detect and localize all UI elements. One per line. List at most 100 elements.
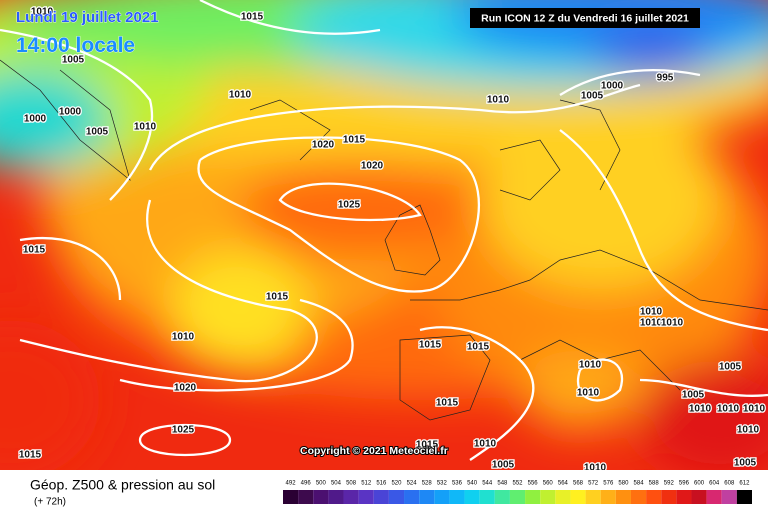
valid-date: Lundi 19 juillet 2021: [16, 9, 159, 26]
scale-label: 564: [558, 481, 569, 487]
scale-label: 588: [649, 481, 660, 487]
isobar-label: 1010: [737, 425, 760, 436]
scale-label: 580: [618, 481, 629, 487]
isobar-label: 1005: [62, 55, 85, 66]
scale-swatch: [373, 490, 389, 504]
isobar-label: 1015: [266, 292, 289, 303]
isobar-label: 1010: [717, 404, 740, 415]
scale-swatch: [388, 490, 405, 504]
scale-swatch: [615, 490, 631, 504]
scale-label: 548: [497, 481, 508, 487]
scale-label: 500: [316, 481, 327, 487]
isobars: [0, 0, 768, 461]
isobar-label: 1005: [734, 458, 757, 469]
copyright: Copyright © 2021 Meteociel.fr: [300, 445, 448, 457]
isobar-label: 1010: [640, 318, 663, 329]
scale-label: 508: [346, 481, 357, 487]
scale-label: 608: [724, 481, 735, 487]
isobar-label: 1000: [59, 107, 82, 118]
scale-label: 512: [361, 481, 372, 487]
isobar-label: 1010: [743, 404, 766, 415]
run-info: Run ICON 12 Z du Vendredi 16 juillet 202…: [481, 12, 689, 24]
isobar-label: 1015: [436, 398, 459, 409]
footer-lead: (+ 72h): [34, 497, 66, 508]
scale-swatch: [600, 490, 616, 504]
isobar-label: 1015: [467, 342, 490, 353]
scale-swatch: [509, 490, 526, 504]
isobar-label: 1005: [86, 127, 109, 138]
isobar-label: 1010: [689, 404, 712, 415]
isobar-label: 1010: [577, 388, 600, 399]
isobar-label: 1025: [172, 425, 195, 436]
isobar-label: 1020: [312, 140, 335, 151]
scale-label: 496: [301, 481, 312, 487]
scale-label: 584: [634, 481, 645, 487]
scale-swatch: [479, 490, 495, 504]
isobar-label: 1025: [338, 200, 361, 211]
scale-swatch: [358, 490, 374, 504]
scale-label: 536: [452, 481, 463, 487]
scale-label: 504: [331, 481, 342, 487]
scale-label: 520: [391, 481, 402, 487]
isobar-label: 1020: [174, 383, 197, 394]
isobar-label: 1015: [416, 440, 439, 451]
scale-swatch: [676, 490, 692, 504]
isobar-label: 1010: [474, 439, 497, 450]
scale-swatch: [494, 490, 510, 504]
scale-label: 560: [543, 481, 554, 487]
scale-label: 612: [739, 481, 750, 487]
scale-label: 596: [679, 481, 690, 487]
scale-label: 492: [286, 481, 297, 487]
scale-swatch: [646, 490, 662, 504]
scale-swatch: [434, 490, 450, 504]
scale-label: 568: [573, 481, 584, 487]
scale-swatch: [721, 490, 737, 504]
scale-swatch: [419, 490, 435, 504]
isobar-label: 1010: [487, 95, 510, 106]
scale-swatch: [525, 490, 541, 504]
scale-swatch: [630, 490, 647, 504]
isobar-label: 1010: [640, 307, 663, 318]
isobar-label: 1015: [19, 450, 42, 461]
scale-swatch: [449, 490, 465, 504]
scale-swatch: [298, 490, 314, 504]
scale-swatch: [555, 490, 571, 504]
scale-swatch: [570, 490, 586, 504]
scale-label: 528: [422, 481, 433, 487]
isobar-label: 1010: [31, 7, 54, 18]
scale-label: 600: [694, 481, 705, 487]
isobar-label: 1010: [584, 463, 607, 474]
isobar-label: 1010: [172, 332, 195, 343]
isobar-label: 1010: [579, 360, 602, 371]
scale-label: 572: [588, 481, 599, 487]
isobar-label: 1015: [241, 12, 264, 23]
isobar-label: 1010: [134, 122, 157, 133]
isobar-label: 1005: [492, 460, 515, 471]
scale-swatch: [464, 490, 480, 504]
isobar-label: 1015: [419, 340, 442, 351]
scale-swatch: [736, 490, 752, 504]
footer-title: Géop. Z500 & pression au sol: [30, 477, 215, 493]
run-box: [470, 8, 700, 28]
scale-swatch: [706, 490, 722, 504]
scale-swatch: [585, 490, 601, 504]
scale-label: 516: [376, 481, 387, 487]
scale-swatch: [313, 490, 329, 504]
valid-time: 14:00 locale: [16, 34, 135, 57]
scale-label: 540: [467, 481, 478, 487]
isobar-label: 1010: [661, 318, 684, 329]
color-scale: 492 496 500 504 508 512 516 520 524 528 532 536 540 5…: [283, 481, 752, 504]
scale-label: 524: [407, 481, 418, 487]
scale-label: 604: [709, 481, 720, 487]
isobar-label: 1020: [361, 161, 384, 172]
isobar-label: 1015: [23, 245, 46, 256]
isobar-label: 1000: [601, 81, 624, 92]
scale-label: 592: [664, 481, 675, 487]
scale-swatch: [691, 490, 707, 504]
scale-label: 552: [512, 481, 523, 487]
scale-swatch: [328, 490, 344, 504]
isobar-label: 1005: [719, 362, 742, 373]
scale-label: 544: [482, 481, 493, 487]
